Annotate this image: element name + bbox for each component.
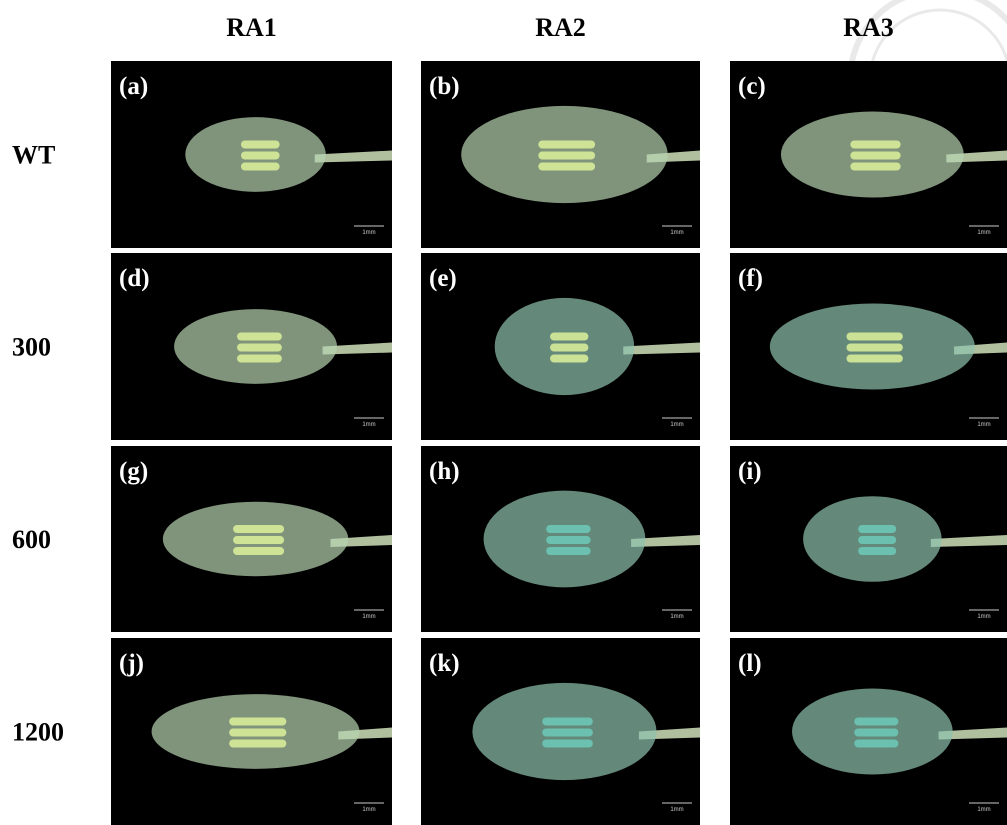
- panel: 1mm (i): [730, 446, 1007, 632]
- panel-label: (e): [429, 265, 457, 292]
- panel-label: (d): [119, 265, 150, 292]
- row-header: 1200: [12, 718, 64, 747]
- panel-label: (c): [738, 73, 766, 100]
- panel-label: (k): [429, 650, 460, 677]
- panel: 1mm (g): [111, 446, 392, 632]
- column-header: RA1: [226, 13, 277, 42]
- anther: [241, 152, 280, 160]
- row-header: 600: [12, 525, 51, 554]
- panel: 1mm (l): [730, 638, 1007, 825]
- panel: 1mm (k): [421, 638, 700, 825]
- anther: [229, 718, 286, 726]
- anther: [854, 729, 898, 737]
- panel-label: (i): [738, 458, 762, 485]
- scale-label: 1mm: [977, 230, 990, 236]
- anther: [854, 718, 898, 726]
- anther: [550, 355, 588, 363]
- anther: [229, 729, 286, 737]
- anther: [237, 344, 282, 352]
- column-header: RA3: [843, 13, 894, 42]
- panel-label: (j): [119, 650, 144, 677]
- anther: [846, 355, 902, 363]
- anther: [546, 536, 591, 544]
- anther: [846, 344, 902, 352]
- anther: [542, 729, 593, 737]
- anther: [538, 163, 595, 171]
- scale-label: 1mm: [362, 422, 375, 428]
- panel: 1mm (a): [111, 61, 392, 248]
- panel: 1mm (e): [421, 253, 700, 440]
- anther: [546, 525, 591, 533]
- panel: 1mm (h): [421, 446, 700, 632]
- anther: [858, 536, 896, 544]
- anther: [237, 355, 282, 363]
- panel: 1mm (d): [111, 253, 392, 440]
- scale-label: 1mm: [977, 807, 990, 813]
- scale-label: 1mm: [362, 614, 375, 620]
- anther: [550, 333, 588, 341]
- scale-label: 1mm: [977, 614, 990, 620]
- anther: [858, 547, 896, 555]
- scale-label: 1mm: [670, 807, 683, 813]
- anther: [846, 333, 902, 341]
- anther: [854, 740, 898, 748]
- anther: [550, 344, 588, 352]
- panel: 1mm (j): [111, 638, 392, 825]
- panel-label: (h): [429, 458, 460, 485]
- panel-label: (f): [738, 265, 763, 292]
- row-header: WT: [12, 141, 55, 170]
- scale-label: 1mm: [670, 422, 683, 428]
- panel: 1mm (f): [730, 253, 1007, 440]
- anther: [542, 740, 593, 748]
- scale-label: 1mm: [362, 230, 375, 236]
- scale-label: 1mm: [670, 230, 683, 236]
- anther: [229, 740, 286, 748]
- figure: RA1RA2RA3WT30060012001mm(a)1mm(b)1mm(c)1…: [0, 0, 1007, 825]
- anther: [233, 525, 284, 533]
- anther: [858, 525, 896, 533]
- anther: [241, 163, 280, 171]
- anther: [850, 163, 900, 171]
- panel-label: (g): [119, 458, 148, 485]
- scale-label: 1mm: [670, 614, 683, 620]
- anther: [241, 141, 280, 149]
- anther: [538, 141, 595, 149]
- anther: [237, 333, 282, 341]
- scale-label: 1mm: [362, 807, 375, 813]
- scale-label: 1mm: [977, 422, 990, 428]
- panel: 1mm (b): [421, 61, 700, 248]
- column-header: RA2: [535, 13, 586, 42]
- anther: [233, 536, 284, 544]
- panel-label: (a): [119, 73, 148, 100]
- anther: [546, 547, 591, 555]
- panel: 1mm (c): [730, 61, 1007, 248]
- anther: [542, 718, 593, 726]
- anther: [850, 152, 900, 160]
- panel-label: (l): [738, 650, 762, 677]
- row-header: 300: [12, 333, 51, 362]
- anther: [850, 141, 900, 149]
- panel-label: (b): [429, 73, 460, 100]
- anther: [538, 152, 595, 160]
- anther: [233, 547, 284, 555]
